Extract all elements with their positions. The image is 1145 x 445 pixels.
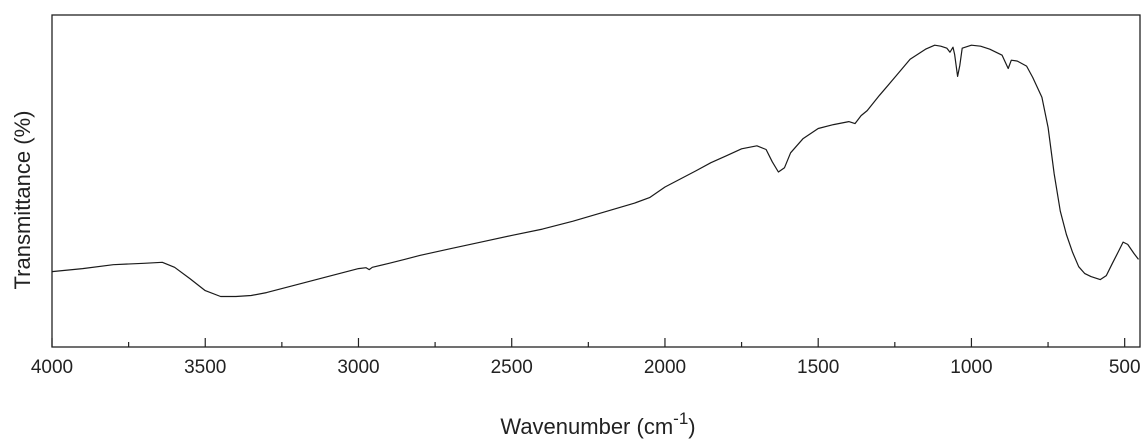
x-tick-label: 1000 — [950, 357, 992, 378]
x-tick-label: 2000 — [644, 357, 686, 378]
x-tick-label: 2500 — [491, 357, 533, 378]
x-tick-label: 3000 — [337, 357, 379, 378]
x-axis-title-main: Wavenumber (cm — [500, 414, 673, 439]
y-axis-title: Transmittance (%) — [10, 111, 35, 290]
x-axis-title-suffix: ) — [688, 414, 695, 439]
x-axis-ticks — [52, 338, 1125, 347]
x-axis-title: Wavenumber (cm-1) — [500, 409, 695, 439]
x-tick-label: 1500 — [797, 357, 839, 378]
x-tick-label: 3500 — [184, 357, 226, 378]
spectrum-series-line — [52, 45, 1139, 296]
x-tick-label: 500 — [1109, 357, 1141, 378]
plot-area-frame — [52, 15, 1140, 347]
x-axis-title-superscript: -1 — [673, 409, 688, 428]
x-axis-tick-labels: 4000 3500 3000 2500 2000 1500 1000 500 — [31, 357, 1141, 378]
x-tick-label: 4000 — [31, 357, 73, 378]
